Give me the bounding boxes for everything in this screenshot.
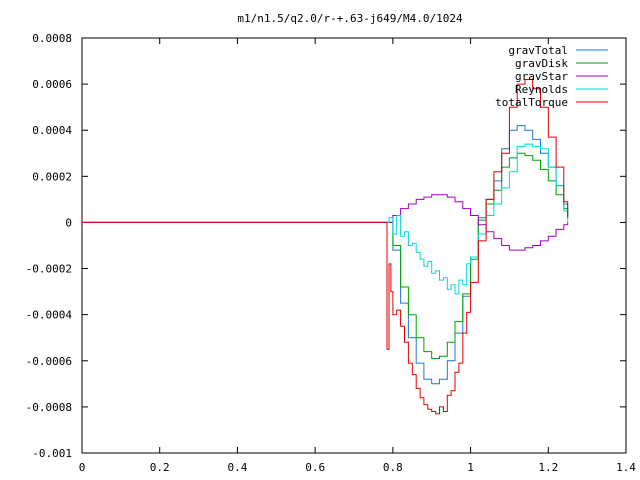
x-tick-label: 0.4 [227,461,247,474]
x-tick-label: 0.6 [305,461,325,474]
series-line-Reynolds [82,143,569,295]
legend-label-gravDisk: gravDisk [515,57,568,70]
x-tick-label: 0 [79,461,86,474]
y-tick-label: 0.0006 [32,78,72,91]
y-tick-label: -0.001 [32,447,72,460]
plot-frame [81,37,627,454]
x-tick-label: 1.2 [538,461,558,474]
series-layer [82,79,569,415]
y-tick-label: -0.0002 [26,263,72,276]
x-tick-label: 0.2 [150,461,170,474]
legend-label-gravStar: gravStar [515,70,568,83]
legend-label-totalTorque: totalTorque [495,96,568,109]
legend-label-gravTotal: gravTotal [508,44,568,57]
y-tick-label: 0.0004 [32,124,72,137]
legend-label-Reynolds: Reynolds [515,83,568,96]
series-line-gravStar [82,194,569,251]
y-tick-label: 0.0002 [32,170,72,183]
x-tick-label: 0.8 [383,461,403,474]
series-line-totalTorque [82,79,569,415]
x-tick-label: 1.4 [616,461,636,474]
y-tick-label: 0 [65,216,72,229]
y-tick-label: -0.0004 [26,309,73,322]
y-tick-label: -0.0008 [26,401,72,414]
legend: gravTotalgravDiskgravStarReynoldstotalTo… [495,44,608,109]
y-tick-label: 0.0008 [32,32,72,45]
chart-title: m1/n1.5/q2.0/r-+.63-j649/M4.0/1024 [237,12,463,25]
x-tick-label: 1 [467,461,474,474]
y-tick-label: -0.0006 [26,355,72,368]
axes-group: 0 0.2 0.4 0.6 0.8 1 1.2 1.4 -0.001 -0.0008 -0.0006… [26,32,637,474]
